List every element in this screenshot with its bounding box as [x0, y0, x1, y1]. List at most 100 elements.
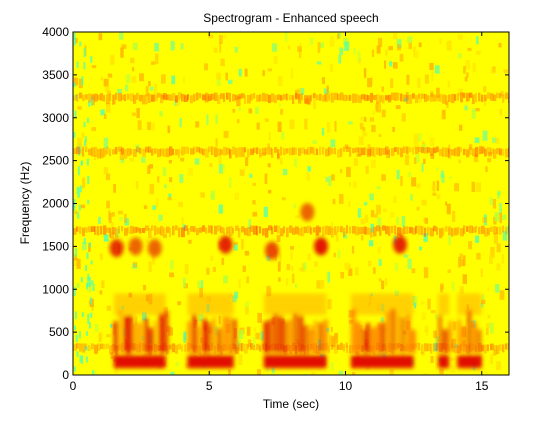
- band-mark: [328, 146, 331, 156]
- band-mark: [286, 148, 289, 154]
- texture-mark: [100, 76, 104, 81]
- band-mark: [286, 344, 290, 352]
- texture-mark: [204, 63, 208, 71]
- band-mark: [277, 94, 281, 101]
- band-mark: [106, 94, 110, 105]
- band-mark: [148, 146, 152, 153]
- band-mark: [454, 94, 457, 101]
- band-mark: [235, 94, 238, 100]
- texture-mark: [80, 160, 83, 166]
- band-mark: [301, 147, 305, 154]
- band-mark: [349, 94, 352, 101]
- texture-mark: [88, 322, 91, 329]
- texture-mark: [101, 280, 105, 289]
- y-tick-label: 1000: [42, 282, 69, 296]
- texture-mark: [401, 216, 406, 227]
- speech-mark: [443, 329, 448, 353]
- band-mark: [433, 94, 437, 102]
- band-mark: [433, 147, 436, 154]
- texture-mark: [169, 177, 173, 183]
- texture-mark: [212, 266, 216, 272]
- texture-mark: [419, 97, 422, 103]
- band-mark: [358, 227, 362, 235]
- texture-mark: [86, 282, 89, 290]
- texture-mark: [345, 231, 348, 236]
- texture-mark: [413, 139, 419, 150]
- texture-mark: [390, 212, 395, 218]
- band-mark: [439, 228, 443, 239]
- band-mark: [343, 227, 346, 238]
- texture-mark: [418, 42, 422, 48]
- texture-mark: [147, 165, 151, 174]
- speech-mark: [457, 293, 482, 315]
- texture-mark: [182, 224, 186, 230]
- speech-mark: [227, 316, 232, 353]
- texture-mark: [320, 279, 325, 289]
- texture-mark: [378, 278, 382, 282]
- band-mark: [85, 227, 88, 233]
- texture-mark: [499, 202, 502, 214]
- texture-mark: [420, 352, 425, 356]
- texture-mark: [404, 97, 408, 102]
- texture-mark: [501, 254, 504, 264]
- texture-mark: [499, 290, 505, 300]
- band-mark: [370, 147, 374, 156]
- band-mark: [247, 94, 251, 104]
- texture-mark: [411, 268, 416, 274]
- texture-mark: [424, 74, 430, 84]
- texture-mark: [86, 158, 89, 166]
- band-mark: [262, 92, 266, 102]
- band-mark: [502, 94, 505, 103]
- texture-mark: [280, 157, 283, 165]
- texture-mark: [227, 79, 233, 85]
- texture-mark: [382, 208, 387, 213]
- band-mark: [268, 225, 272, 231]
- band-mark: [142, 148, 146, 157]
- texture-mark: [81, 355, 84, 364]
- band-mark: [136, 344, 140, 353]
- band-mark: [298, 94, 302, 104]
- texture-mark: [464, 76, 468, 82]
- texture-mark: [218, 164, 223, 174]
- band-mark: [196, 228, 199, 236]
- texture-mark: [200, 337, 204, 344]
- texture-mark: [346, 166, 351, 178]
- band-mark: [262, 147, 266, 155]
- texture-mark: [407, 36, 413, 43]
- texture-mark: [149, 86, 154, 91]
- band-mark: [406, 146, 409, 155]
- band-mark: [82, 343, 86, 353]
- band-mark: [388, 148, 391, 155]
- band-mark: [370, 92, 374, 103]
- band-mark: [490, 343, 493, 351]
- texture-mark: [317, 61, 322, 65]
- band-mark: [403, 94, 407, 102]
- band-mark: [433, 343, 437, 352]
- texture-mark: [201, 280, 204, 288]
- band-mark: [82, 94, 85, 102]
- band-mark: [76, 94, 79, 102]
- texture-mark: [448, 144, 451, 154]
- band-mark: [208, 94, 212, 101]
- texture-mark: [310, 325, 315, 335]
- texture-mark: [76, 186, 79, 195]
- band-mark: [394, 92, 398, 101]
- band-mark: [331, 93, 334, 103]
- texture-mark: [252, 182, 257, 186]
- texture-mark: [348, 201, 351, 207]
- speech-mark: [212, 317, 216, 353]
- band-mark: [244, 343, 248, 354]
- band-mark: [79, 226, 82, 234]
- band-mark: [157, 148, 161, 158]
- band-mark: [181, 93, 185, 102]
- texture-mark: [73, 201, 76, 211]
- band-mark: [145, 94, 149, 105]
- texture-mark: [78, 78, 83, 89]
- texture-mark: [407, 258, 412, 270]
- band-mark: [442, 94, 446, 104]
- speech-mark: [313, 321, 318, 353]
- band-mark: [286, 227, 289, 238]
- texture-mark: [162, 167, 167, 177]
- band-mark: [310, 146, 314, 154]
- band-mark: [460, 343, 463, 351]
